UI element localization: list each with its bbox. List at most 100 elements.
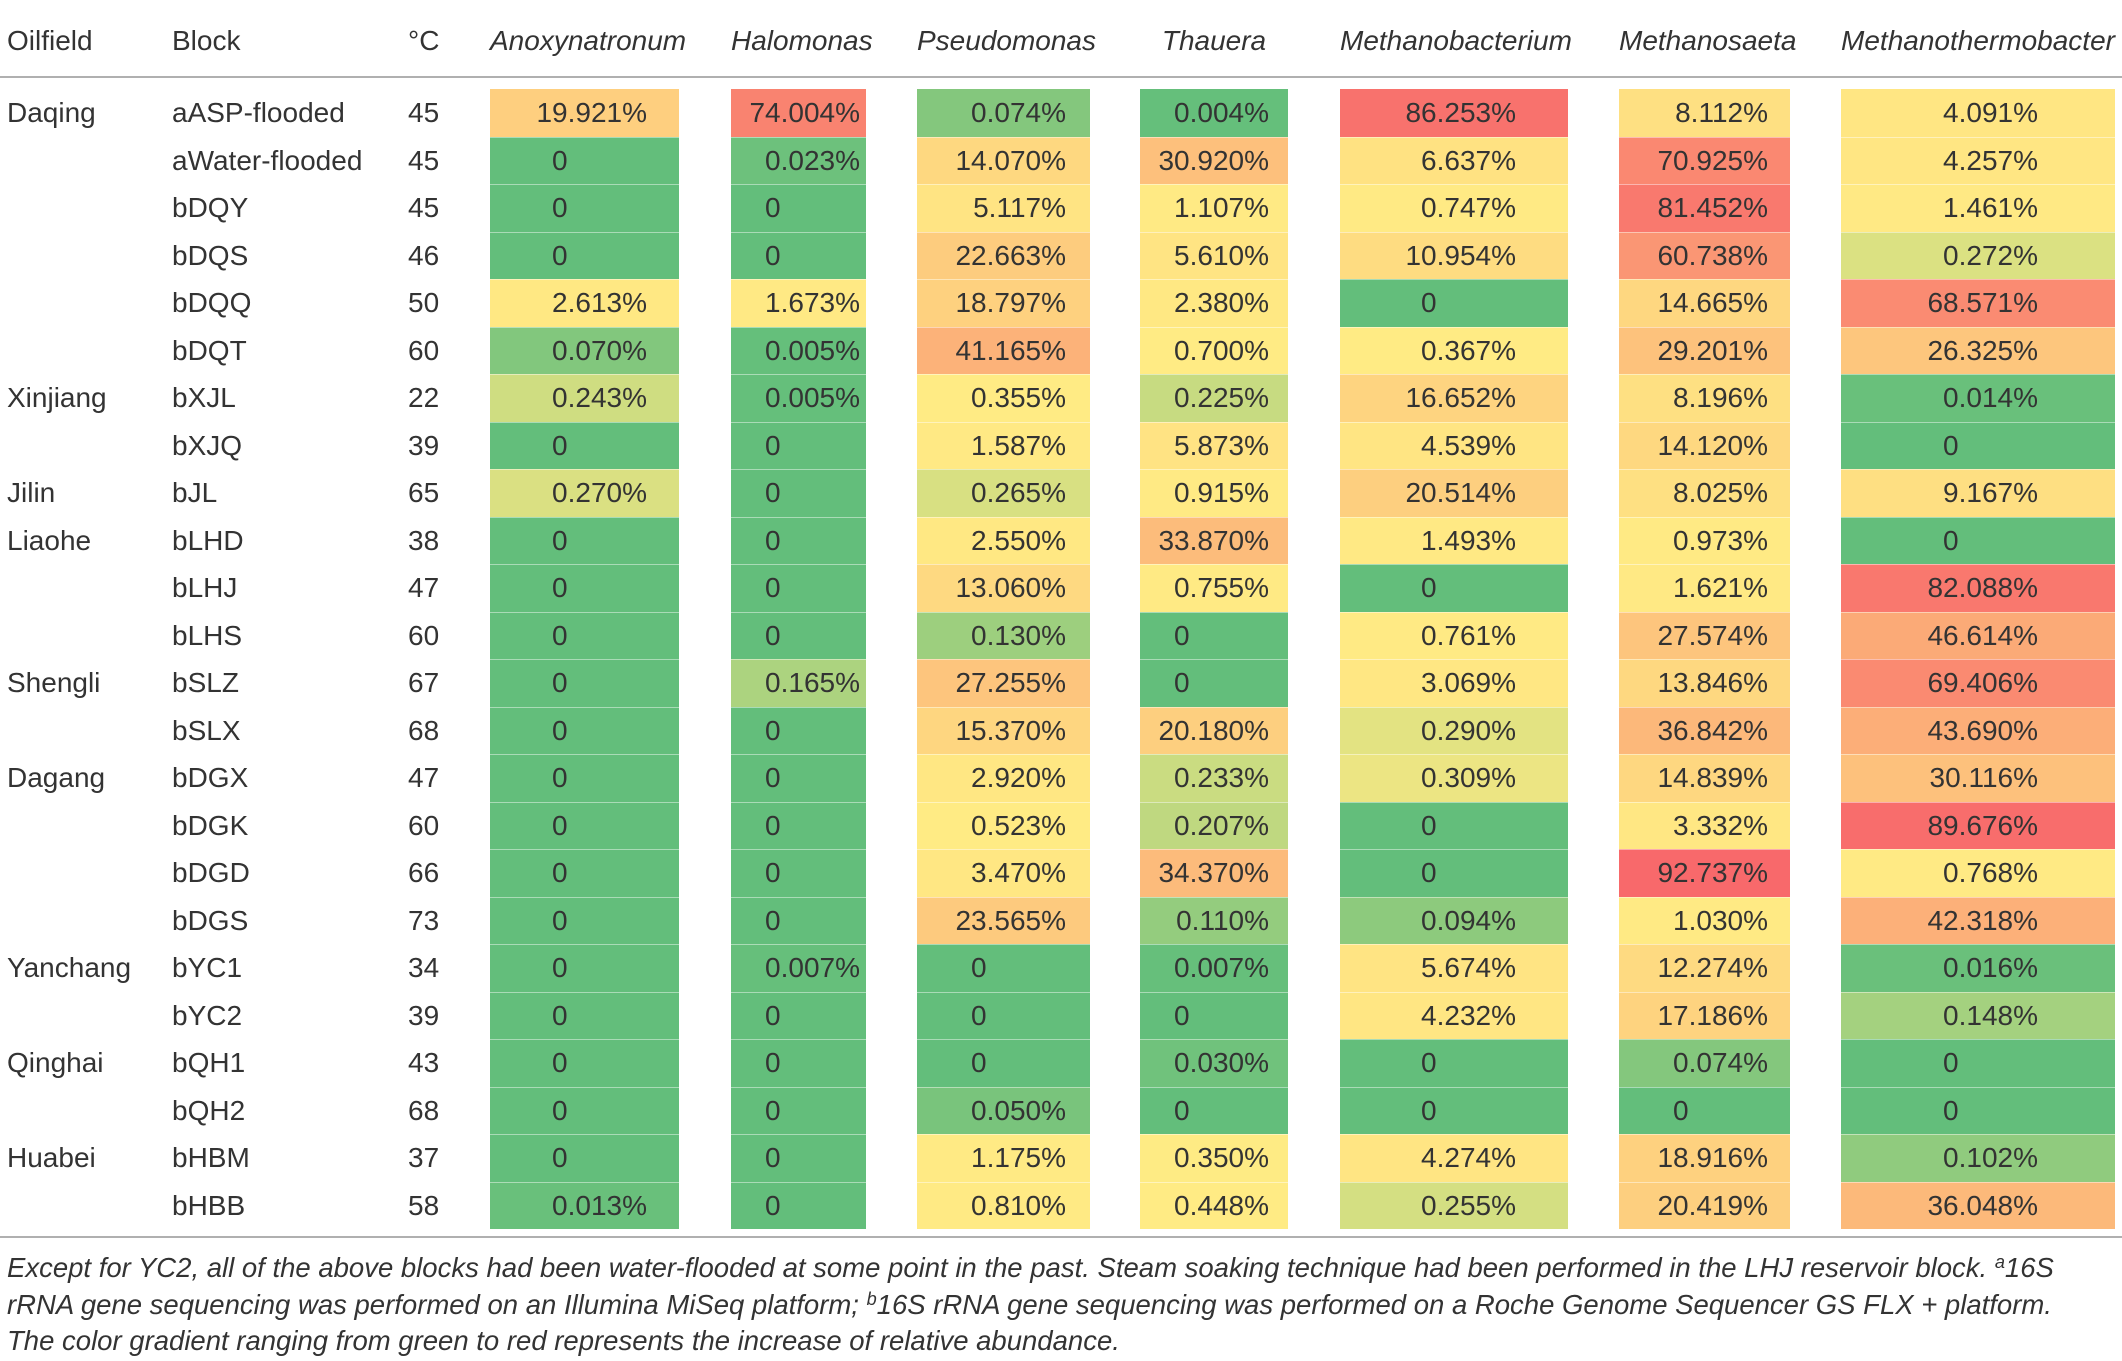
block-cell: aASP-flooded [172, 97, 345, 128]
abundance-cell: 0 [490, 896, 679, 944]
abundance-cell: 2.920% [917, 754, 1090, 802]
temperature-cell: 65 [408, 477, 440, 508]
abundance-cell: 60.738% [1619, 231, 1790, 279]
block-cell: bQH2 [172, 1094, 246, 1126]
abundance-cell: 18.797% [917, 279, 1090, 327]
table-row: bQH2 68 0 0 0.050% 0 0 0 0 [0, 1086, 2122, 1134]
abundance-cell: 0.016% [1841, 944, 2115, 992]
table-row: Xinjiang bXJL 22 0.243% 0.005% 0.355% 0.225% 16… [0, 374, 2122, 422]
abundance-cell: 14.665% [1619, 279, 1790, 327]
abundance-cell: 2.380% [1140, 279, 1288, 327]
abundance-cell: 30.920% [1140, 136, 1288, 184]
abundance-cell: 0 [490, 849, 679, 897]
abundance-cell: 0.023% [731, 136, 866, 184]
abundance-cell: 14.070% [917, 136, 1090, 184]
abundance-cell: 0.074% [917, 89, 1090, 137]
abundance-cell: 4.539% [1340, 421, 1568, 469]
abundance-cell: 8.196% [1619, 374, 1790, 422]
abundance-cell: 0 [490, 1134, 679, 1182]
abundance-cell: 41.165% [917, 326, 1090, 374]
oilfield-cell: Xinjiang [7, 382, 107, 413]
abundance-cell: 81.452% [1619, 184, 1790, 232]
abundance-cell: 0 [731, 231, 866, 279]
abundance-cell: 0 [490, 801, 679, 849]
oilfield-cell: Daqing [7, 97, 96, 128]
temperature-cell: 68 [408, 1094, 440, 1126]
table-row: Liaohe bLHD 38 0 0 2.550% 33.870% 1.493% 0.973% 0 [0, 516, 2122, 564]
abundance-cell: 0.110% [1140, 896, 1288, 944]
footnote-text: rRNA gene sequencing was performed on an… [7, 1288, 867, 1320]
abundance-cell: 0.270% [490, 469, 679, 517]
abundance-cell: 0 [490, 516, 679, 564]
abundance-cell: 33.870% [1140, 516, 1288, 564]
abundance-cell: 0.973% [1619, 516, 1790, 564]
abundance-cell: 0.810% [917, 1181, 1090, 1229]
temperature-cell: 60 [408, 619, 440, 651]
abundance-cell: 0 [1340, 1086, 1568, 1134]
abundance-cell: 1.030% [1619, 896, 1790, 944]
abundance-cell: 0 [731, 421, 866, 469]
footnote-text: Except for YC2, all of the above blocks … [7, 1252, 1995, 1283]
abundance-cell: 92.737% [1619, 849, 1790, 897]
abundance-cell: 0 [731, 184, 866, 232]
block-cell: bQH1 [172, 1047, 246, 1078]
abundance-cell: 0.700% [1140, 326, 1288, 374]
abundance-cell: 8.112% [1619, 89, 1790, 137]
abundance-cell: 0.165% [731, 659, 866, 707]
abundance-cell: 0.265% [917, 469, 1090, 517]
abundance-cell: 36.842% [1619, 706, 1790, 754]
abundance-cell: 0 [1140, 1086, 1288, 1134]
abundance-cell: 0.367% [1340, 326, 1568, 374]
abundance-cell: 0.448% [1140, 1181, 1288, 1229]
abundance-cell: 0 [731, 611, 866, 659]
abundance-cell: 70.925% [1619, 136, 1790, 184]
footnote-text: 16S rRNA gene sequencing was performed o… [876, 1288, 2052, 1320]
abundance-cell: 6.637% [1340, 136, 1568, 184]
abundance-cell: 1.175% [917, 1134, 1090, 1182]
oilfield-cell: Dagang [7, 762, 106, 793]
abundance-cell: 86.253% [1340, 89, 1568, 137]
oilfield-cell: Yanchang [7, 952, 132, 983]
abundance-cell: 0 [1140, 991, 1288, 1039]
abundance-cell: 34.370% [1140, 849, 1288, 897]
abundance-cell: 0 [731, 706, 866, 754]
table-row: bDGD 66 0 0 3.470% 34.370% 0 92.737% 0.768% [0, 849, 2122, 897]
abundance-cell: 0.130% [917, 611, 1090, 659]
abundance-cell: 0.102% [1841, 1134, 2115, 1182]
temperature-cell: 34 [408, 952, 440, 983]
abundance-cell: 0 [490, 991, 679, 1039]
abundance-cell: 0.005% [731, 374, 866, 422]
abundance-cell: 0.014% [1841, 374, 2115, 422]
abundance-cell: 0 [731, 516, 866, 564]
abundance-cell: 1.107% [1140, 184, 1288, 232]
abundance-cell: 1.673% [731, 279, 866, 327]
abundance-cell: 0 [1340, 849, 1568, 897]
abundance-cell: 82.088% [1841, 564, 2115, 612]
temperature-cell: 47 [408, 762, 440, 793]
temperature-cell: 38 [408, 524, 440, 556]
column-header-temperature: °C [408, 25, 440, 56]
block-cell: bDGX [172, 762, 249, 793]
abundance-cell: 0 [731, 754, 866, 802]
abundance-cell: 0 [490, 231, 679, 279]
abundance-cell: 17.186% [1619, 991, 1790, 1039]
abundance-cell: 0 [490, 706, 679, 754]
footnote-marker-b: b [866, 1288, 877, 1309]
block-cell: aWater-flooded [172, 144, 363, 176]
footnote-text: The color gradient ranging from green to… [7, 1325, 1120, 1356]
table-row: Jilin bJL 65 0.270% 0 0.265% 0.915% 20.514% 8.02… [0, 469, 2122, 517]
table-row: bDGS 73 0 0 23.565% 0.110% 0.094% 1.030% 42.318% [0, 896, 2122, 944]
abundance-cell: 0 [1140, 611, 1288, 659]
abundance-cell: 43.690% [1841, 706, 2115, 754]
abundance-cell: 0 [731, 469, 866, 517]
abundance-cell: 0 [490, 611, 679, 659]
abundance-cell: 0 [490, 136, 679, 184]
abundance-cell: 0 [490, 944, 679, 992]
abundance-cell: 0.148% [1841, 991, 2115, 1039]
abundance-cell: 0 [490, 421, 679, 469]
abundance-cell: 0 [731, 1181, 866, 1229]
abundance-cell: 4.091% [1841, 89, 2115, 137]
temperature-cell: 43 [408, 1047, 440, 1078]
block-cell: bHBM [172, 1142, 250, 1173]
abundance-cell: 27.255% [917, 659, 1090, 707]
